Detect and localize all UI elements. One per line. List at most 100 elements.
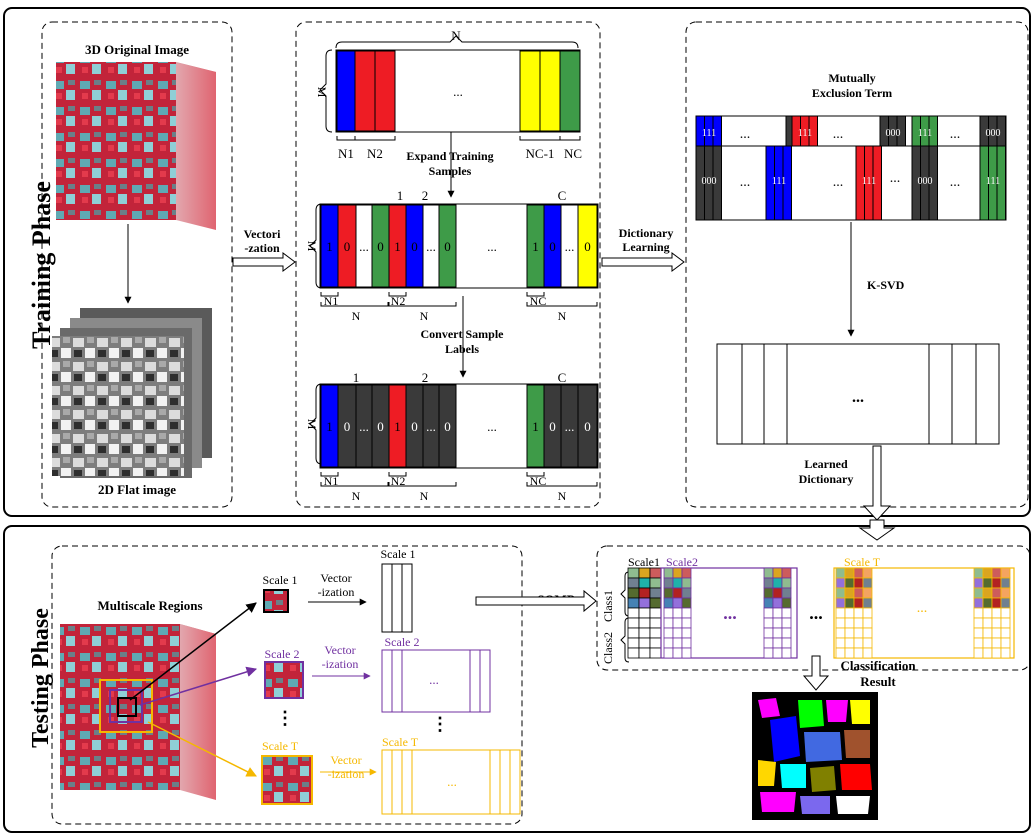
dictionary-cell: [681, 617, 692, 629]
dictionary-cell: [781, 577, 792, 589]
top-n1: N1: [338, 146, 354, 161]
mutual-ellipsis: ...: [950, 175, 961, 190]
mutual-cell-text: 111: [798, 128, 812, 139]
top-nc: NC: [564, 146, 582, 161]
dictionary-cell: [853, 627, 864, 639]
dictionary-box: [685, 21, 1029, 508]
vectorization-scaleT-label: Vector -ization: [328, 753, 365, 781]
matrix-cell-text: 1: [532, 419, 539, 434]
dictionary-cell: [663, 607, 674, 619]
multiscale-dictionary: ... ... ...: [627, 567, 1015, 659]
dictionary-cell: [862, 627, 873, 639]
original-image-title: 3D Original Image: [85, 42, 189, 57]
dictionary-cell: [681, 577, 692, 589]
dictionary-cell: [627, 647, 640, 659]
top-m-label: M: [315, 87, 329, 98]
n-label: N: [420, 309, 429, 323]
vectorization-scale2-label: Vector -ization: [322, 643, 359, 671]
scaleT-dictionary-frame: [833, 567, 1015, 659]
dictionary-cell: [853, 567, 864, 579]
dictionary-cell: [835, 587, 846, 599]
dictionary-cell: [853, 587, 864, 599]
svg-text:C: C: [558, 370, 567, 385]
svg-text:C: C: [558, 188, 567, 203]
matrix-column: [577, 204, 598, 288]
dictionary-cell: [982, 627, 993, 639]
n-label: N: [558, 309, 567, 323]
dictionary-cell: [627, 637, 640, 649]
dictionary-cell: [672, 567, 683, 579]
matrix-ellipsis: ...: [487, 239, 497, 254]
mutual-cell-text: 000: [986, 128, 1001, 139]
dictionary-cell: [663, 627, 674, 639]
dictionary-cell: [982, 567, 993, 579]
dictionary-cell: [772, 627, 783, 639]
dictionary-cell: [862, 587, 873, 599]
matrix-cell-text: 0: [584, 419, 591, 434]
dictionary-cell: [853, 637, 864, 649]
dictionary-cell: [649, 577, 662, 589]
dictionary-cell: [663, 647, 674, 659]
matrix-cell-text: 0: [584, 239, 591, 254]
matrix-cell-text: 0: [411, 419, 418, 434]
dictionary-cell: [772, 617, 783, 629]
expanded-sample-matrix: 1 2 C M 1 0... 0 1 0... 0 1 0... 0...N1 N2 NCN N N: [305, 188, 599, 323]
dictionary-cell: [627, 607, 640, 619]
dictionary-cell: [991, 647, 1002, 659]
dictionary-cell: [862, 577, 873, 589]
dictionary-cell: [763, 637, 774, 649]
dictionary-cell: [763, 607, 774, 619]
dictionary-cell: [844, 627, 855, 639]
dictionary-cell: [1000, 577, 1011, 589]
vectorization-arrow: [232, 252, 296, 272]
dictionary-cell: [991, 607, 1002, 619]
svg-text:...: ...: [723, 603, 737, 623]
matrix-cell-text: 0: [411, 239, 418, 254]
dictionary-cell: [973, 597, 984, 609]
dictionary-cell: [772, 637, 783, 649]
dictionary-cell: [663, 587, 674, 599]
dictionary-cell: [781, 567, 792, 579]
mutual-exclusion-matrix: 111000111000111000000111111000111.......…: [695, 115, 1007, 221]
dictionary-cell: [853, 577, 864, 589]
dictionary-cell: [681, 567, 692, 579]
dictionary-cell: [835, 617, 846, 629]
dictionary-cell: [672, 597, 683, 609]
classification-map: [752, 692, 878, 820]
matrix-cell-text: ...: [359, 239, 369, 254]
dictionary-cell: [1000, 647, 1011, 659]
matrix-cell-text: 0: [444, 419, 451, 434]
dictionary-cell: [835, 637, 846, 649]
dictionary-cell: [681, 587, 692, 599]
matrix-cell-text: 0: [344, 419, 351, 434]
dictionary-cell: [862, 637, 873, 649]
dictionary-cell: [763, 587, 774, 599]
dictionary-cell: [1000, 597, 1011, 609]
dictionary-cell: [781, 607, 792, 619]
dictionary-cell: [982, 617, 993, 629]
mutual-cell-text: 111: [772, 176, 786, 187]
mutual-cell-text: 000: [702, 176, 717, 187]
dictionary-cell: [991, 627, 1002, 639]
n2-label: N2: [391, 474, 406, 488]
top-n-label: N: [451, 28, 461, 43]
svg-text:1: 1: [397, 188, 404, 203]
dictionary-cell: [627, 567, 640, 579]
n-label: N: [352, 309, 361, 323]
dictionary-cell: [672, 577, 683, 589]
dictionary-cell: [663, 567, 674, 579]
svg-text:2: 2: [422, 370, 429, 385]
dictionary-cell: [672, 627, 683, 639]
dictionary-cell: [982, 587, 993, 599]
mutual-cell-text: 000: [918, 176, 933, 187]
dictionary-cell: [772, 577, 783, 589]
dictionary-cell: [973, 627, 984, 639]
dictionary-cell: [638, 627, 651, 639]
dictionary-cell: [638, 617, 651, 629]
dictionary-cell: [681, 647, 692, 659]
scale-vertical-dots-2: ⋮: [431, 714, 449, 734]
mutual-column: [896, 115, 906, 147]
matrix-cell-text: 1: [326, 419, 333, 434]
dictionary-cell: [973, 567, 984, 579]
